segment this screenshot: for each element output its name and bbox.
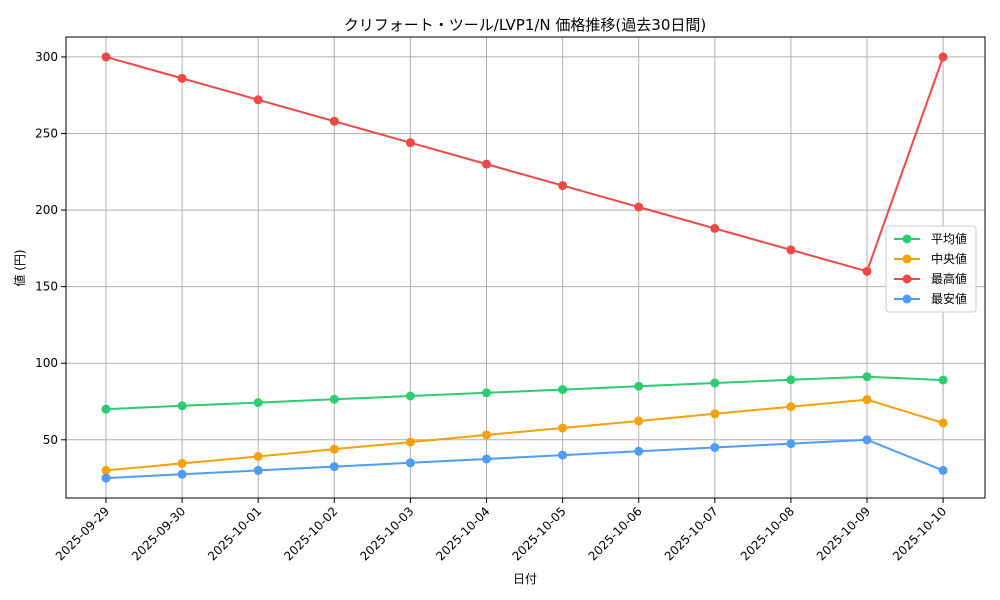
legend-swatch-marker xyxy=(902,234,912,244)
data-point xyxy=(862,266,872,276)
chart-title: クリフォート・ツール/LVP1/N 価格推移(過去30日間) xyxy=(344,16,706,34)
data-point xyxy=(710,409,720,419)
legend-swatch-marker xyxy=(902,294,912,304)
data-point xyxy=(786,245,796,255)
data-point xyxy=(558,450,568,460)
data-point xyxy=(558,181,568,191)
data-point xyxy=(634,202,644,212)
data-point xyxy=(938,418,948,428)
series-最高値 xyxy=(101,52,948,276)
x-axis-label: 日付 xyxy=(513,572,537,586)
data-point xyxy=(101,52,111,62)
series-line xyxy=(105,55,945,273)
x-tick-label: 2025-10-09 xyxy=(814,504,873,563)
data-point xyxy=(253,95,263,105)
data-point xyxy=(329,116,339,126)
data-point xyxy=(405,391,415,401)
data-point xyxy=(938,375,948,385)
y-tick-label: 300 xyxy=(35,50,58,64)
data-point xyxy=(786,402,796,412)
legend-label: 平均値 xyxy=(931,231,967,246)
legend-label: 最安値 xyxy=(931,291,967,306)
x-tick-label: 2025-10-04 xyxy=(433,504,492,563)
legend-box xyxy=(885,225,977,313)
x-tick-label: 2025-10-10 xyxy=(890,504,949,563)
data-point xyxy=(786,375,796,385)
x-tick-label: 2025-10-05 xyxy=(510,504,569,563)
data-point xyxy=(862,435,872,445)
data-point xyxy=(253,398,263,408)
series-line xyxy=(105,438,944,480)
data-point xyxy=(634,381,644,391)
data-point xyxy=(101,465,111,475)
data-point xyxy=(253,451,263,461)
series-平均値 xyxy=(101,372,948,414)
data-point xyxy=(177,458,187,468)
data-point xyxy=(329,394,339,404)
data-point xyxy=(634,446,644,456)
data-point xyxy=(710,442,720,452)
y-tick-label: 150 xyxy=(35,280,58,294)
legend-swatch-marker xyxy=(902,274,912,284)
data-point xyxy=(558,423,568,433)
legend-swatch-marker xyxy=(902,254,912,264)
y-tick-label: 200 xyxy=(35,203,58,217)
data-point xyxy=(405,437,415,447)
data-point xyxy=(177,401,187,411)
axes: 2025-09-29 2025-09-30 2025-10-01 2025-10-02… xyxy=(35,36,986,563)
grid xyxy=(66,37,985,498)
data-point xyxy=(253,465,263,475)
data-point xyxy=(862,372,872,382)
data-point xyxy=(482,388,491,398)
data-point xyxy=(634,416,644,426)
x-tick-label: 2025-10-07 xyxy=(662,504,721,563)
series-中央値 xyxy=(101,395,948,475)
y-axis-label: 値 (円) xyxy=(12,249,27,286)
data-point xyxy=(938,52,948,62)
data-point xyxy=(101,473,111,483)
data-point xyxy=(862,395,872,405)
legend-label: 中央値 xyxy=(931,251,967,266)
plot-frame xyxy=(65,36,986,499)
series-line xyxy=(105,398,944,472)
data-point xyxy=(710,223,720,233)
x-tick-label: 2025-09-29 xyxy=(53,504,112,563)
data-point xyxy=(329,462,339,472)
data-point xyxy=(786,439,796,449)
data-point xyxy=(482,430,491,440)
series-line xyxy=(105,375,944,411)
data-point xyxy=(405,458,415,468)
legend-label: 最高値 xyxy=(931,271,967,286)
x-tick-label: 2025-10-02 xyxy=(281,504,340,563)
data-point xyxy=(405,138,415,148)
series-最安値 xyxy=(101,435,948,483)
x-tick-label: 2025-10-06 xyxy=(586,504,645,563)
series-lines xyxy=(101,52,948,483)
x-tick-label: 2025-10-01 xyxy=(205,504,264,563)
data-point xyxy=(101,404,111,414)
data-point xyxy=(482,454,491,464)
data-point xyxy=(558,385,568,395)
data-point xyxy=(938,465,948,475)
y-tick-label: 100 xyxy=(35,356,58,370)
x-tick-label: 2025-10-03 xyxy=(357,504,416,563)
data-point xyxy=(482,159,491,169)
y-tick-label: 250 xyxy=(35,126,58,140)
y-tick-label: 50 xyxy=(43,433,58,447)
data-point xyxy=(329,444,339,454)
x-tick-label: 2025-09-30 xyxy=(129,504,188,563)
data-point xyxy=(710,378,720,388)
data-point xyxy=(177,469,187,479)
x-tick-label: 2025-10-08 xyxy=(738,504,797,563)
data-point xyxy=(177,73,187,83)
